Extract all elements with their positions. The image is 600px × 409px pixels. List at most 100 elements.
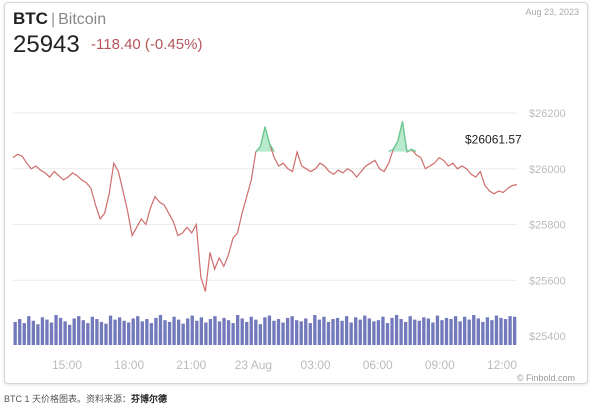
volume-bar <box>167 321 172 345</box>
volume-bar <box>213 316 217 345</box>
y-tick-label: $26200 <box>529 108 566 120</box>
volume-bar <box>235 315 240 345</box>
volume-bar <box>467 319 471 345</box>
volume-bar <box>322 316 326 345</box>
volume-bar <box>408 316 412 345</box>
volume-bar <box>113 319 117 345</box>
volume-bar <box>285 317 290 345</box>
y-tick-label: $25400 <box>529 331 566 343</box>
volume-bar <box>122 320 126 345</box>
volume-bar <box>199 317 204 345</box>
volume-bar <box>226 320 231 345</box>
volume-bar <box>403 321 408 345</box>
volume-bar <box>149 323 154 345</box>
y-tick-label: $25800 <box>529 220 566 232</box>
volume-bar <box>299 321 303 345</box>
volume-bar <box>18 319 22 345</box>
volume-bar <box>49 322 54 345</box>
volume-bar <box>390 317 394 345</box>
volume-bar <box>104 323 108 345</box>
volume-bar <box>358 319 362 345</box>
volume-bar <box>485 317 490 345</box>
y-tick-label: $25600 <box>529 275 566 287</box>
volume-bar <box>136 316 140 345</box>
volume-bar <box>13 321 17 345</box>
volume-bar <box>117 317 122 345</box>
volume-bar <box>512 316 517 345</box>
price-label: $26061.57 <box>465 133 522 147</box>
volume-bar <box>476 318 480 345</box>
volume-bar <box>399 319 403 345</box>
volume-bar <box>426 318 431 345</box>
volume-bar <box>363 315 367 345</box>
chart-date: Aug 23, 2023 <box>525 7 579 17</box>
volume-bar <box>95 319 99 345</box>
volume-bar <box>417 320 421 345</box>
volume-bar <box>181 323 185 345</box>
volume-bar <box>217 321 222 345</box>
volume-bar <box>208 319 213 345</box>
volume-bar <box>422 317 426 345</box>
volume-bar <box>267 315 272 345</box>
volume-bar <box>453 316 458 345</box>
x-tick-label: 06:00 <box>363 358 393 372</box>
volume-bar <box>204 322 208 345</box>
ticker-header: BTC | Bitcoin <box>13 9 106 29</box>
volume-bar <box>77 316 81 345</box>
asset-name: Bitcoin <box>58 11 107 28</box>
volume-bar <box>231 323 235 345</box>
volume-bar <box>195 320 199 345</box>
volume-bar <box>317 319 322 345</box>
volume-bar <box>444 317 449 345</box>
volume-bar <box>140 321 144 345</box>
volume-bar <box>508 316 512 345</box>
volume-bar <box>54 315 58 345</box>
volume-bar <box>435 315 440 345</box>
volume-bar <box>349 322 353 345</box>
volume-bar <box>245 321 249 345</box>
x-tick-label: 09:00 <box>425 358 455 372</box>
volume-bar <box>281 322 285 345</box>
volume-bar <box>272 320 276 345</box>
volume-bar <box>335 317 340 345</box>
volume-bar <box>503 319 508 345</box>
volume-bar <box>240 318 244 345</box>
volume-bar <box>449 319 453 345</box>
volume-bar <box>145 319 149 345</box>
volume-bar <box>308 323 312 345</box>
ticker-symbol: BTC <box>13 9 48 28</box>
volume-bar <box>258 324 263 345</box>
volume-bar <box>304 318 308 345</box>
x-tick-label: 15:00 <box>52 358 82 372</box>
volume-bar <box>490 320 494 345</box>
volume-bar <box>394 315 399 345</box>
volume-bar <box>31 320 36 345</box>
volume-bar <box>472 315 476 345</box>
y-tick-label: $26000 <box>529 164 566 176</box>
volume-bar <box>222 317 226 345</box>
volume-bar <box>381 316 385 345</box>
volume-bar <box>385 323 390 345</box>
volume-bar <box>295 320 299 345</box>
volume-bar <box>72 318 76 345</box>
volume-bar <box>458 321 462 345</box>
volume-bar <box>326 321 331 345</box>
volume-bar <box>58 317 63 345</box>
volume-bar <box>67 324 72 345</box>
volume-bar <box>313 315 317 345</box>
volume-bar <box>290 316 294 345</box>
caption-text: BTC 1 天价格图表。资料来源： <box>4 394 132 404</box>
volume-bar <box>81 320 85 345</box>
volume-bar <box>158 315 163 345</box>
watermark: © Finbold.com <box>517 373 575 383</box>
volume-bar <box>376 320 381 345</box>
volume-bar <box>372 321 376 345</box>
x-tick-label: 21:00 <box>176 358 206 372</box>
volume-bar <box>99 321 104 345</box>
volume-bar <box>127 322 131 345</box>
volume-bar <box>86 323 90 345</box>
volume-bar <box>494 315 499 345</box>
price-line-above <box>255 121 417 153</box>
volume-bar <box>63 321 67 345</box>
volume-bar <box>131 318 135 345</box>
